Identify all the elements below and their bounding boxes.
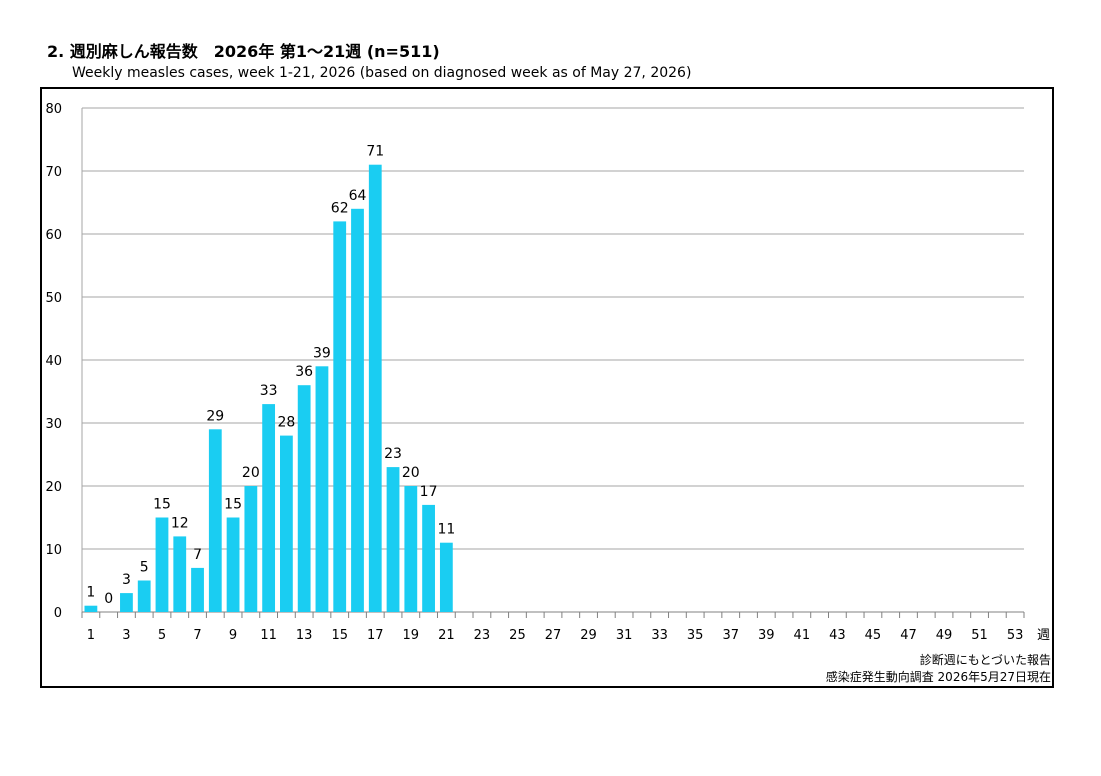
bar-value-label: 71 (366, 144, 384, 160)
x-tick-label: 45 (865, 628, 882, 643)
x-tick-label: 13 (296, 628, 313, 643)
bar-value-label: 12 (171, 515, 189, 531)
y-tick-label: 40 (45, 354, 62, 369)
bar (422, 504, 435, 612)
y-tick-label: 80 (45, 102, 62, 117)
bar (84, 605, 98, 612)
x-tick-label: 21 (438, 628, 455, 643)
chart-subtitle: Weekly measles cases, week 1-21, 2026 (b… (72, 65, 692, 81)
y-tick-label: 70 (45, 165, 62, 180)
bar-value-label: 28 (277, 415, 295, 431)
x-tick-label: 11 (260, 628, 277, 643)
bar (208, 429, 222, 612)
x-tick-label: 25 (509, 628, 526, 643)
x-tick-label: 17 (367, 628, 384, 643)
bar (315, 366, 329, 612)
note-source: 感染症発生動向調査 2026年5月27日現在 (826, 669, 1051, 684)
bar-value-label: 36 (295, 364, 313, 380)
bar (191, 567, 204, 612)
bar-value-label: 64 (349, 188, 367, 204)
bar (244, 486, 258, 612)
bar (333, 221, 347, 612)
x-tick-label: 43 (829, 628, 846, 643)
x-tick-label: 27 (545, 628, 562, 643)
bar-value-label: 7 (193, 547, 202, 563)
x-tick-label: 1 (87, 628, 95, 643)
x-tick-label: 3 (122, 628, 130, 643)
x-tick-label: 41 (794, 628, 811, 643)
y-tick-label: 20 (45, 480, 62, 495)
x-tick-label: 29 (580, 628, 597, 643)
x-tick-label: 37 (722, 628, 739, 643)
x-tick-label: 49 (936, 628, 953, 643)
x-tick-label: 9 (229, 628, 237, 643)
bar (262, 404, 276, 612)
bar-value-label: 23 (384, 446, 402, 462)
x-tick-label: 39 (758, 628, 775, 643)
x-tick-label: 23 (474, 628, 491, 643)
bar (137, 580, 151, 612)
bar-value-label: 62 (331, 200, 349, 216)
bar-value-label: 17 (420, 484, 438, 500)
plot-frame (40, 87, 1054, 688)
bar (279, 435, 293, 612)
chart-title: 2. 週別麻しん報告数 2026年 第1～21週 (n=511) (47, 42, 440, 61)
y-tick-label: 0 (54, 606, 62, 621)
y-tick-label: 50 (45, 291, 62, 306)
bar-value-label: 3 (122, 572, 131, 588)
bar-value-label: 1 (86, 585, 95, 601)
x-tick-label: 5 (158, 628, 166, 643)
y-tick-label: 10 (45, 543, 62, 558)
bar (386, 467, 400, 612)
bar (368, 164, 382, 612)
bar (155, 517, 169, 612)
x-tick-label: 33 (651, 628, 668, 643)
y-tick-label: 60 (45, 228, 62, 243)
bar (351, 208, 364, 613)
x-axis-label: 週 (1037, 628, 1050, 643)
x-tick-label: 51 (971, 628, 988, 643)
bar (439, 542, 453, 612)
bar (226, 517, 240, 612)
bar-value-label: 29 (206, 408, 224, 424)
bar (173, 536, 187, 612)
bar-value-label: 0 (104, 591, 113, 607)
bar-value-label: 33 (260, 383, 278, 399)
y-tick-label: 30 (45, 417, 62, 432)
bar-value-label: 15 (224, 497, 242, 513)
x-tick-label: 53 (1007, 628, 1024, 643)
x-tick-label: 15 (331, 628, 348, 643)
bar (404, 486, 418, 612)
bar (297, 385, 311, 612)
bar-value-label: 39 (313, 345, 331, 361)
x-tick-label: 7 (193, 628, 201, 643)
x-tick-label: 31 (616, 628, 633, 643)
x-tick-label: 47 (900, 628, 917, 643)
bar-value-label: 20 (402, 465, 420, 481)
x-tick-label: 19 (403, 628, 420, 643)
bar-value-label: 5 (140, 560, 149, 576)
bar-value-label: 20 (242, 465, 260, 481)
bar (120, 593, 133, 612)
note-diagnosis-week: 診断週にもとづいた報告 (920, 652, 1051, 667)
x-tick-label: 35 (687, 628, 704, 643)
bar-value-label: 15 (153, 497, 171, 513)
bar-value-label: 11 (437, 522, 455, 538)
